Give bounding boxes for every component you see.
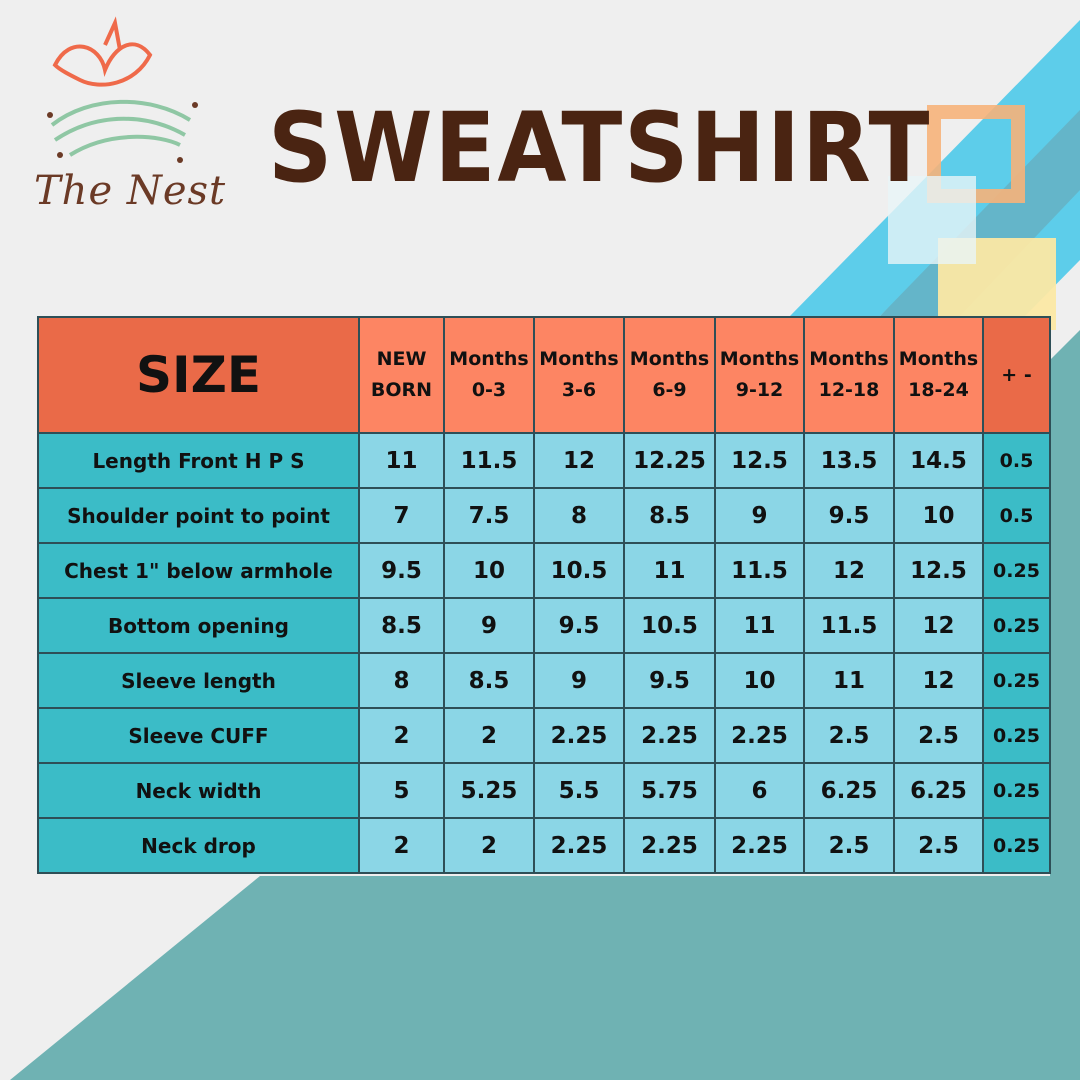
measurement-cell: 2.5: [893, 817, 984, 874]
measurement-cell: 5.25: [443, 762, 535, 819]
measurement-cell: 2: [443, 707, 535, 764]
measurement-cell: 10.5: [623, 597, 716, 654]
bird-nest-icon: [47, 16, 198, 163]
size-header: SIZE: [37, 316, 360, 434]
measurement-cell: 6: [714, 762, 805, 819]
row-label: Neck drop: [37, 817, 360, 874]
tolerance-cell: 0.25: [982, 542, 1051, 599]
measurement-cell: 2.25: [623, 817, 716, 874]
header-row: SIZE NEW BORN Months 0-3 Months 3-6 Months 6…: [37, 316, 1051, 434]
measurement-cell: 8: [533, 487, 625, 544]
measurement-cell: 2: [443, 817, 535, 874]
measurement-cell: 11: [803, 652, 895, 709]
row-label: Sleeve length: [37, 652, 360, 709]
measurement-cell: 5.75: [623, 762, 716, 819]
measurement-cell: 10.5: [533, 542, 625, 599]
table-row: Length Front H P S 11 11.5 12 12.25 12.5 13.5 1…: [37, 432, 1051, 489]
measurement-cell: 8.5: [358, 597, 445, 654]
row-label: Chest 1" below armhole: [37, 542, 360, 599]
column-header: Months 12-18: [803, 316, 895, 434]
measurement-cell: 2.25: [714, 817, 805, 874]
measurement-cell: 2.25: [714, 707, 805, 764]
measurement-cell: 2.25: [533, 817, 625, 874]
measurement-cell: 12: [893, 597, 984, 654]
measurement-cell: 2.5: [893, 707, 984, 764]
measurement-cell: 2.5: [803, 707, 895, 764]
table-row: Sleeve CUFF 2 2 2.25 2.25 2.25 2.5 2.5 0.25: [37, 707, 1051, 764]
measurement-cell: 12: [893, 652, 984, 709]
measurement-cell: 2.5: [803, 817, 895, 874]
measurement-cell: 14.5: [893, 432, 984, 489]
table-row: Neck width 5 5.25 5.5 5.75 6 6.25 6.25 0.25: [37, 762, 1051, 819]
measurement-cell: 11.5: [803, 597, 895, 654]
measurement-cell: 9.5: [803, 487, 895, 544]
row-label: Sleeve CUFF: [37, 707, 360, 764]
measurement-cell: 9: [714, 487, 805, 544]
tolerance-cell: 0.5: [982, 487, 1051, 544]
measurement-cell: 6.25: [893, 762, 984, 819]
measurement-cell: 7.5: [443, 487, 535, 544]
measurement-cell: 8: [358, 652, 445, 709]
column-header: Months 6-9: [623, 316, 716, 434]
table-row: Bottom opening 8.5 9 9.5 10.5 11 11.5 12 0.25: [37, 597, 1051, 654]
brand-name: The Nest: [34, 168, 227, 214]
measurement-cell: 12: [533, 432, 625, 489]
the-nest-logo: [30, 15, 210, 230]
column-header: Months 3-6: [533, 316, 625, 434]
table-row: Shoulder point to point 7 7.5 8 8.5 9 9.5 10 0.5: [37, 487, 1051, 544]
tolerance-cell: 0.25: [982, 707, 1051, 764]
measurement-cell: 2: [358, 817, 445, 874]
measurement-cell: 12.25: [623, 432, 716, 489]
measurement-cell: 9: [533, 652, 625, 709]
column-header: Months 18-24: [893, 316, 984, 434]
measurement-cell: 5.5: [533, 762, 625, 819]
measurement-cell: 11: [358, 432, 445, 489]
measurement-cell: 10: [893, 487, 984, 544]
table-row: Sleeve length 8 8.5 9 9.5 10 11 12 0.25: [37, 652, 1051, 709]
measurement-cell: 9.5: [358, 542, 445, 599]
measurement-cell: 9.5: [623, 652, 716, 709]
column-header: Months 9-12: [714, 316, 805, 434]
tolerance-header: + -: [982, 316, 1051, 434]
table-row: Neck drop 2 2 2.25 2.25 2.25 2.5 2.5 0.25: [37, 817, 1051, 874]
measurement-cell: 2.25: [623, 707, 716, 764]
measurement-cell: 2: [358, 707, 445, 764]
measurement-cell: 7: [358, 487, 445, 544]
measurement-cell: 8.5: [623, 487, 716, 544]
measurement-cell: 12: [803, 542, 895, 599]
measurement-cell: 12.5: [893, 542, 984, 599]
measurement-cell: 5: [358, 762, 445, 819]
measurement-cell: 12.5: [714, 432, 805, 489]
measurement-cell: 6.25: [803, 762, 895, 819]
measurement-cell: 11.5: [714, 542, 805, 599]
measurement-cell: 11: [714, 597, 805, 654]
row-label: Neck width: [37, 762, 360, 819]
row-label: Bottom opening: [37, 597, 360, 654]
measurement-cell: 9.5: [533, 597, 625, 654]
tolerance-cell: 0.25: [982, 762, 1051, 819]
tolerance-cell: 0.25: [982, 652, 1051, 709]
tolerance-cell: 0.25: [982, 817, 1051, 874]
measurement-cell: 9: [443, 597, 535, 654]
row-label: Length Front H P S: [37, 432, 360, 489]
measurement-cell: 8.5: [443, 652, 535, 709]
size-chart-table: SIZE NEW BORN Months 0-3 Months 3-6 Months 6…: [37, 316, 1051, 874]
measurement-cell: 10: [443, 542, 535, 599]
column-header: Months 0-3: [443, 316, 535, 434]
row-label: Shoulder point to point: [37, 487, 360, 544]
column-header: NEW BORN: [358, 316, 445, 434]
measurement-cell: 13.5: [803, 432, 895, 489]
page-title: SWEATSHIRT: [268, 92, 932, 204]
measurement-cell: 2.25: [533, 707, 625, 764]
tolerance-cell: 0.5: [982, 432, 1051, 489]
measurement-cell: 11: [623, 542, 716, 599]
measurement-cell: 11.5: [443, 432, 535, 489]
tolerance-cell: 0.25: [982, 597, 1051, 654]
measurement-cell: 10: [714, 652, 805, 709]
table-row: Chest 1" below armhole 9.5 10 10.5 11 11.5 12 1…: [37, 542, 1051, 599]
